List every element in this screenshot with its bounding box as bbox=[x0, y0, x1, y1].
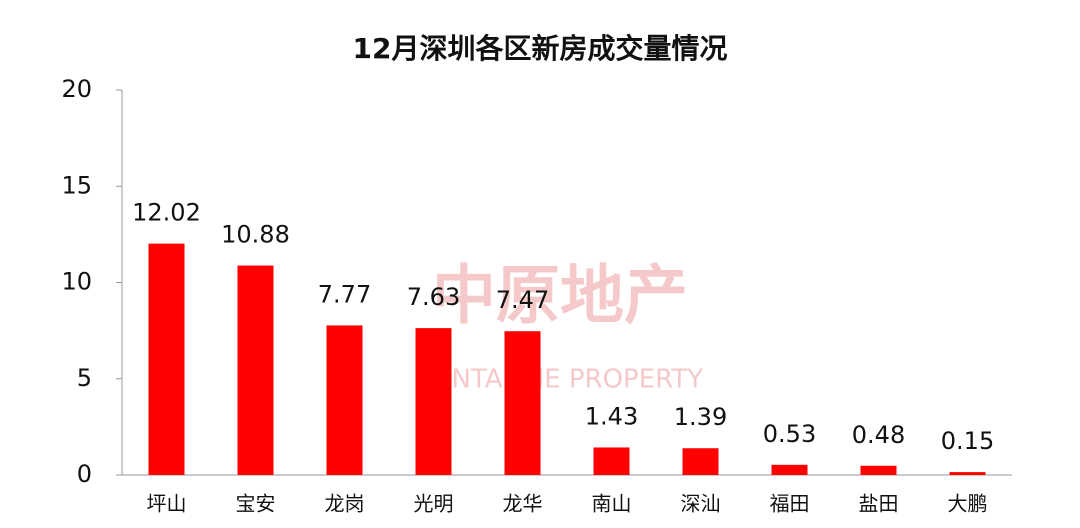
bar bbox=[860, 465, 897, 475]
bar bbox=[593, 447, 630, 475]
value-label: 1.43 bbox=[585, 402, 638, 430]
y-tick-label: 15 bbox=[61, 171, 92, 199]
x-tick-label: 盐田 bbox=[859, 492, 899, 516]
value-label: 0.53 bbox=[763, 420, 816, 448]
value-label: 12.02 bbox=[132, 199, 201, 227]
value-label: 7.47 bbox=[496, 286, 549, 314]
x-tick-label: 南山 bbox=[592, 492, 632, 516]
bar bbox=[771, 464, 808, 475]
bar bbox=[504, 331, 541, 475]
bar bbox=[949, 472, 986, 475]
y-tick-label: 0 bbox=[77, 460, 92, 488]
bar bbox=[415, 328, 452, 475]
bar bbox=[148, 243, 185, 475]
bar bbox=[326, 325, 363, 475]
x-tick-label: 宝安 bbox=[236, 492, 276, 516]
bar bbox=[682, 448, 719, 475]
value-label: 7.77 bbox=[318, 280, 371, 308]
x-tick-label: 龙岗 bbox=[325, 492, 365, 516]
x-tick-label: 大鹏 bbox=[948, 492, 988, 516]
x-tick-label: 光明 bbox=[414, 492, 454, 516]
watermark-sub: CENTALINE PROPERTY bbox=[417, 365, 703, 395]
x-tick-label: 坪山 bbox=[147, 492, 187, 516]
y-tick-label: 5 bbox=[77, 364, 92, 392]
x-tick-label: 龙华 bbox=[503, 492, 543, 516]
watermark: 中原地产 bbox=[432, 260, 688, 334]
x-tick-label: 深汕 bbox=[681, 492, 721, 516]
y-tick-label: 10 bbox=[61, 268, 92, 296]
value-label: 0.48 bbox=[852, 421, 905, 449]
bar bbox=[237, 265, 274, 475]
value-label: 0.15 bbox=[941, 427, 994, 455]
value-label: 10.88 bbox=[221, 221, 290, 249]
chart-title: 12月深圳各区新房成交量情况 bbox=[353, 32, 728, 65]
x-tick-label: 福田 bbox=[770, 492, 810, 516]
value-label: 7.63 bbox=[407, 283, 460, 311]
y-tick-label: 20 bbox=[61, 75, 92, 103]
value-label: 1.39 bbox=[674, 403, 727, 431]
